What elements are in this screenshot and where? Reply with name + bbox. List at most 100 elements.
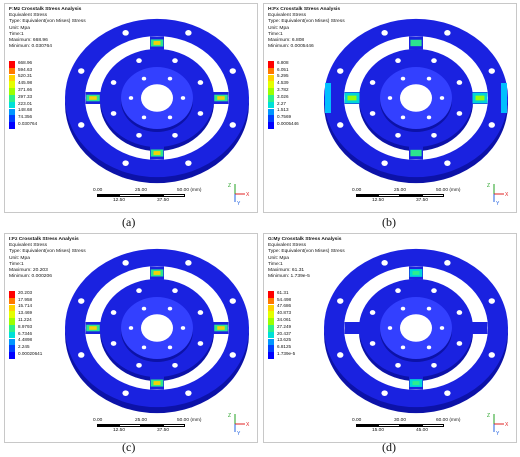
legend-label: 40.873 — [277, 310, 292, 316]
bolt-hole — [167, 345, 173, 350]
caption-d: (d) — [382, 440, 396, 454]
axis-label: Z — [228, 183, 231, 189]
header-line: Maximum: 20.203 — [9, 268, 48, 274]
bolt-hole — [400, 115, 406, 120]
legend-row: 13.469 — [9, 310, 53, 318]
bolt-hole — [185, 30, 192, 36]
legend-label: 17.958 — [18, 296, 33, 302]
legend-swatch — [9, 95, 15, 102]
bolt-hole — [167, 76, 173, 81]
bolt-hole — [444, 30, 451, 36]
bolt-hole — [141, 115, 147, 120]
header-line: Type: Equivalent(von Mises) Stress — [268, 19, 345, 25]
spoke — [344, 322, 360, 334]
legend-swatch — [9, 331, 15, 339]
axis-label: X — [505, 422, 509, 428]
legend-label: 0.00020641 — [18, 351, 43, 356]
scale-bar-segment — [97, 194, 119, 197]
bolt-hole — [488, 298, 495, 304]
bolt-hole — [110, 80, 117, 85]
legend-label: 20.203 — [18, 289, 33, 295]
legend-swatch — [268, 74, 274, 82]
legend-label: 74.356 — [18, 114, 33, 120]
legend-label: 445.98 — [18, 80, 33, 86]
bolt-hole — [180, 326, 186, 330]
stress-header: I:Fz Crosstalk Stress Analysis Equivalen… — [9, 237, 86, 280]
bolt-hole — [395, 288, 401, 294]
axis-triad-icon: Z X Y — [228, 183, 250, 206]
legend-label: 3.026 — [277, 93, 289, 99]
legend-row: 27.249 — [268, 324, 312, 332]
bolt-hole — [229, 122, 236, 128]
scale-label: 37.50 — [157, 428, 170, 433]
bolt-hole — [172, 58, 178, 64]
legend-row: 3.026 — [268, 93, 312, 102]
bolt-hole — [488, 68, 495, 74]
legend-label: 13.625 — [277, 337, 292, 343]
legend-swatch — [9, 67, 15, 75]
legend-label: 47.686 — [277, 303, 292, 309]
stress-hotspot — [475, 95, 485, 101]
legend-swatch — [268, 108, 274, 116]
legend-label: 6.808 — [277, 59, 289, 65]
bolt-hole — [387, 96, 393, 100]
legend-swatch — [9, 318, 15, 325]
scale-bar: 0.00 30.00 60.00 (mm) 15.00 45.00 — [352, 418, 466, 434]
legend-row: 6.051 — [268, 66, 312, 75]
scale-label: 0.00 — [352, 418, 362, 423]
legend-row: 371.66 — [9, 87, 53, 95]
bolt-hole — [180, 96, 186, 100]
stress-header: H:Fx Crosstalk Stress Analysis Equivalen… — [268, 7, 345, 50]
stress-hotspot — [325, 83, 331, 113]
bolt-hole — [369, 111, 376, 116]
axis-label: Y — [496, 431, 500, 436]
legend-label: 0.0005446 — [277, 121, 299, 126]
axis-label: Z — [228, 413, 231, 419]
bolt-hole — [444, 260, 451, 266]
bolt-hole — [122, 160, 129, 166]
bolt-hole — [387, 326, 393, 330]
bolt-hole — [136, 362, 142, 368]
legend-label: 2.27 — [277, 100, 286, 106]
axis-triad-icon: Z X Y — [228, 413, 250, 436]
bolt-hole — [78, 352, 85, 358]
legend-swatch — [268, 81, 274, 88]
bolt-hole — [400, 345, 406, 350]
axis-label: Z — [487, 183, 490, 189]
spoke — [472, 322, 488, 334]
legend-row: 61.31 — [268, 290, 312, 298]
legend-row: 0.00020641 — [9, 351, 53, 359]
legend-label: 4.539 — [277, 80, 289, 86]
legend-swatch — [268, 122, 274, 129]
bolt-hole — [185, 390, 192, 396]
legend-row: 47.686 — [268, 303, 312, 312]
bolt-hole — [197, 310, 204, 315]
legend-row: 2.27 — [268, 100, 312, 109]
bolt-hole — [185, 160, 192, 166]
legend-row: 34.061 — [268, 317, 312, 325]
legend-row: 13.625 — [268, 337, 312, 346]
bolt-hole — [185, 260, 192, 266]
scale-label: 37.50 — [416, 198, 429, 203]
scale-bar-segment — [163, 194, 185, 197]
legend-label: 371.66 — [18, 87, 33, 92]
bolt-hole — [439, 96, 445, 100]
bolt-hole — [381, 30, 388, 36]
legend-label: 6.051 — [277, 66, 289, 72]
scale-bar-segment — [141, 424, 163, 427]
stress-hotspot — [89, 96, 97, 100]
analysis-title: I:Fz Crosstalk Stress Analysis — [9, 237, 79, 242]
legend-label: 297.33 — [18, 93, 33, 99]
analysis-title: G:My Crosstalk Stress Analysis — [268, 237, 342, 242]
bolt-hole — [444, 390, 451, 396]
bolt-hole — [337, 298, 344, 304]
legend-swatch — [9, 88, 15, 95]
legend-row: 520.31 — [9, 73, 53, 82]
bolt-hole — [381, 160, 388, 166]
legend-row: 20.203 — [9, 289, 53, 298]
legend-swatch — [268, 67, 274, 75]
legend-row: 54.498 — [268, 297, 312, 305]
caption-c: (c) — [122, 440, 136, 454]
scale-label: 45.00 — [416, 428, 429, 433]
legend-row: 148.68 — [9, 107, 53, 116]
